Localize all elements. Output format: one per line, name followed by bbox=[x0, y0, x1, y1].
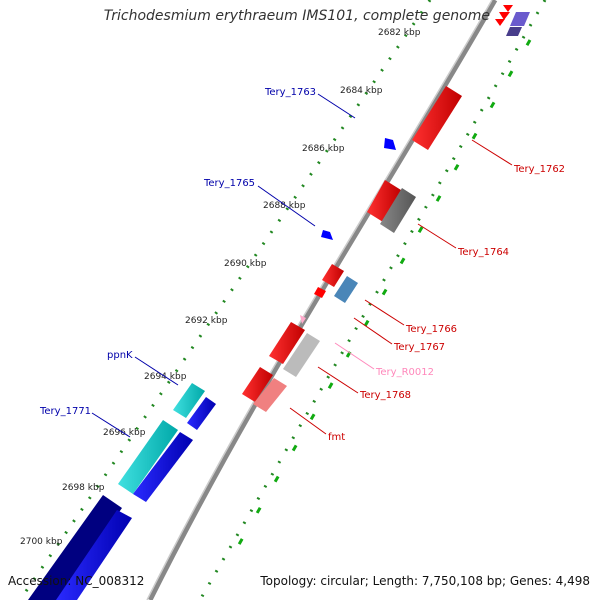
tick-label: 2682 kbp bbox=[378, 28, 421, 38]
gene-features bbox=[28, 5, 530, 600]
accession-text: Accession: NC_008312 bbox=[8, 574, 145, 588]
tick-label: 2684 kbp bbox=[340, 86, 383, 96]
gene-tery-1764b bbox=[380, 188, 416, 233]
gene-fmt-a bbox=[242, 367, 273, 402]
gene-label: Tery_1771 bbox=[39, 406, 91, 417]
gene-labels-left: Tery_1763 Tery_1765 ppnK Tery_1771 bbox=[39, 87, 316, 417]
gene-tery-1771-a bbox=[118, 420, 178, 494]
gene-arrow bbox=[503, 5, 513, 12]
gene-blue-bottom bbox=[56, 510, 132, 600]
gene-ppnk-b bbox=[187, 397, 216, 430]
gene-tery-1764a bbox=[367, 180, 401, 222]
gene-tery-1765 bbox=[321, 230, 333, 240]
gene-label: Tery_1763 bbox=[264, 87, 316, 98]
genome-title: Trichodesmium erythraeum IMS101, complet… bbox=[103, 8, 490, 24]
gene-ppnk-a bbox=[173, 383, 205, 418]
gene-tery-1766 bbox=[322, 264, 344, 287]
tick-label: 2698 kbp bbox=[62, 483, 105, 493]
tick-label: 2690 kbp bbox=[224, 259, 267, 269]
gene-label: Tery_1766 bbox=[405, 324, 457, 335]
gene-arrow bbox=[495, 19, 505, 26]
gene-arrow bbox=[499, 12, 510, 20]
tick-label: 2700 kbp bbox=[20, 537, 63, 547]
gene-navy bbox=[28, 495, 122, 600]
gene-tery-1768a bbox=[269, 322, 305, 364]
topology-text: Topology: circular; Length: 7,750,108 bp… bbox=[260, 574, 590, 588]
genome-backbone bbox=[147, 0, 498, 600]
gene-labels-right: Tery_1762 Tery_1764 Tery_1766 Tery_1767 … bbox=[328, 164, 565, 443]
label-leaders bbox=[91, 93, 513, 438]
gene-arrow bbox=[314, 287, 326, 298]
gene-label: fmt bbox=[328, 432, 345, 443]
gene-label: Tery_1764 bbox=[457, 247, 509, 258]
tick-label: 2686 kbp bbox=[302, 144, 345, 154]
gene-label: Tery_1765 bbox=[203, 178, 255, 189]
gene-fmt-b bbox=[253, 378, 287, 412]
gene-tery-1771-b bbox=[133, 432, 193, 502]
gene-tery-1763 bbox=[384, 138, 396, 150]
gene-block bbox=[506, 27, 522, 36]
gene-label: Tery_1767 bbox=[393, 342, 445, 353]
tick-label: 2688 kbp bbox=[263, 201, 306, 211]
gene-tery-1762 bbox=[412, 86, 462, 150]
tick-label: 2692 kbp bbox=[185, 316, 228, 326]
gene-label: Tery_R0012 bbox=[375, 367, 434, 378]
gene-tery-r0012 bbox=[300, 315, 306, 324]
minor-tick-track bbox=[228, 39, 532, 561]
gene-label: Tery_1768 bbox=[359, 390, 411, 401]
gene-label: ppnK bbox=[107, 350, 133, 361]
gene-tery-1767 bbox=[334, 276, 358, 303]
gene-tery-1768b bbox=[283, 333, 320, 377]
gene-block bbox=[510, 12, 530, 26]
gene-label: Tery_1762 bbox=[513, 164, 565, 175]
